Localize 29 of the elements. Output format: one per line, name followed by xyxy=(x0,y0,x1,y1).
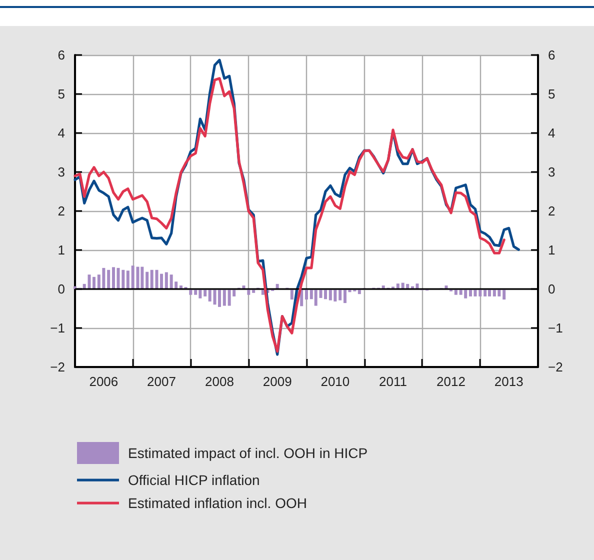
y-tick-label: 5 xyxy=(58,86,65,102)
x-tick-label: 2011 xyxy=(379,374,407,389)
legend-label: Estimated impact of incl. OOH in HICP xyxy=(128,445,368,461)
y2-tick-label: 6 xyxy=(548,48,556,62)
y2-tick-label: −1 xyxy=(548,320,563,336)
x-tick-label: 2010 xyxy=(320,374,350,389)
y-tick-label: 6 xyxy=(58,48,65,62)
y-tick-label: 2 xyxy=(58,204,65,218)
y2-tick-label: 3 xyxy=(548,164,556,180)
x-tick-label: 2006 xyxy=(89,374,118,389)
x-tick-label: 2012 xyxy=(436,374,466,389)
x-tick-label: 2007 xyxy=(147,374,176,389)
x-tick-label: 2009 xyxy=(262,374,292,389)
y-tick-label: 0 xyxy=(58,282,65,296)
y-tick-label: 3 xyxy=(58,164,65,180)
y-tick-label: −2 xyxy=(50,360,65,374)
y-tick-label: 1 xyxy=(58,242,65,258)
y2-tick-label: 1 xyxy=(548,242,556,258)
y2-tick-label: 2 xyxy=(548,204,556,218)
y-tick-label: −1 xyxy=(50,320,65,336)
x-tick-label: 2013 xyxy=(494,374,524,389)
legend-label: Official HICP inflation xyxy=(128,472,260,488)
y2-tick-label: 5 xyxy=(548,86,556,102)
x-tick-label: 2008 xyxy=(205,374,234,389)
y2-tick-label: −2 xyxy=(548,360,563,374)
y2-tick-label: 4 xyxy=(548,126,556,140)
y2-tick-label: 0 xyxy=(548,282,556,296)
y-tick-label: 4 xyxy=(58,126,65,140)
legend-label: Estimated inflation incl. OOH xyxy=(128,495,307,511)
